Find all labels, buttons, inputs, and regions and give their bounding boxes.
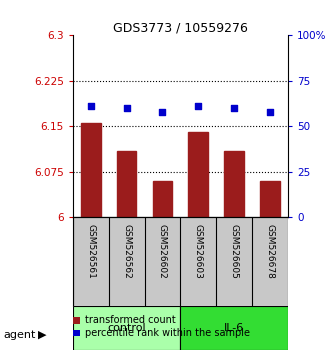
Bar <box>117 150 136 217</box>
Bar <box>81 123 101 217</box>
Bar <box>260 181 280 217</box>
Text: IL-6: IL-6 <box>224 323 244 333</box>
Point <box>196 103 201 109</box>
Point <box>124 105 129 111</box>
Text: GSM526602: GSM526602 <box>158 224 167 279</box>
Text: ▶: ▶ <box>38 330 47 339</box>
Bar <box>180 306 288 350</box>
Bar <box>224 150 244 217</box>
Point <box>267 109 273 115</box>
Text: control: control <box>107 323 146 333</box>
Text: GSM526561: GSM526561 <box>86 224 95 279</box>
Point <box>160 109 165 115</box>
Text: GSM526562: GSM526562 <box>122 224 131 279</box>
Text: GSM526678: GSM526678 <box>265 224 274 279</box>
Bar <box>153 181 172 217</box>
Bar <box>188 132 208 217</box>
Bar <box>73 306 180 350</box>
Point <box>231 105 237 111</box>
Text: percentile rank within the sample: percentile rank within the sample <box>85 328 250 338</box>
Point <box>88 103 93 109</box>
Title: GDS3773 / 10559276: GDS3773 / 10559276 <box>113 21 248 34</box>
Text: GSM526605: GSM526605 <box>230 224 239 279</box>
Text: GSM526603: GSM526603 <box>194 224 203 279</box>
Text: agent: agent <box>3 330 36 339</box>
Text: transformed count: transformed count <box>85 315 176 325</box>
